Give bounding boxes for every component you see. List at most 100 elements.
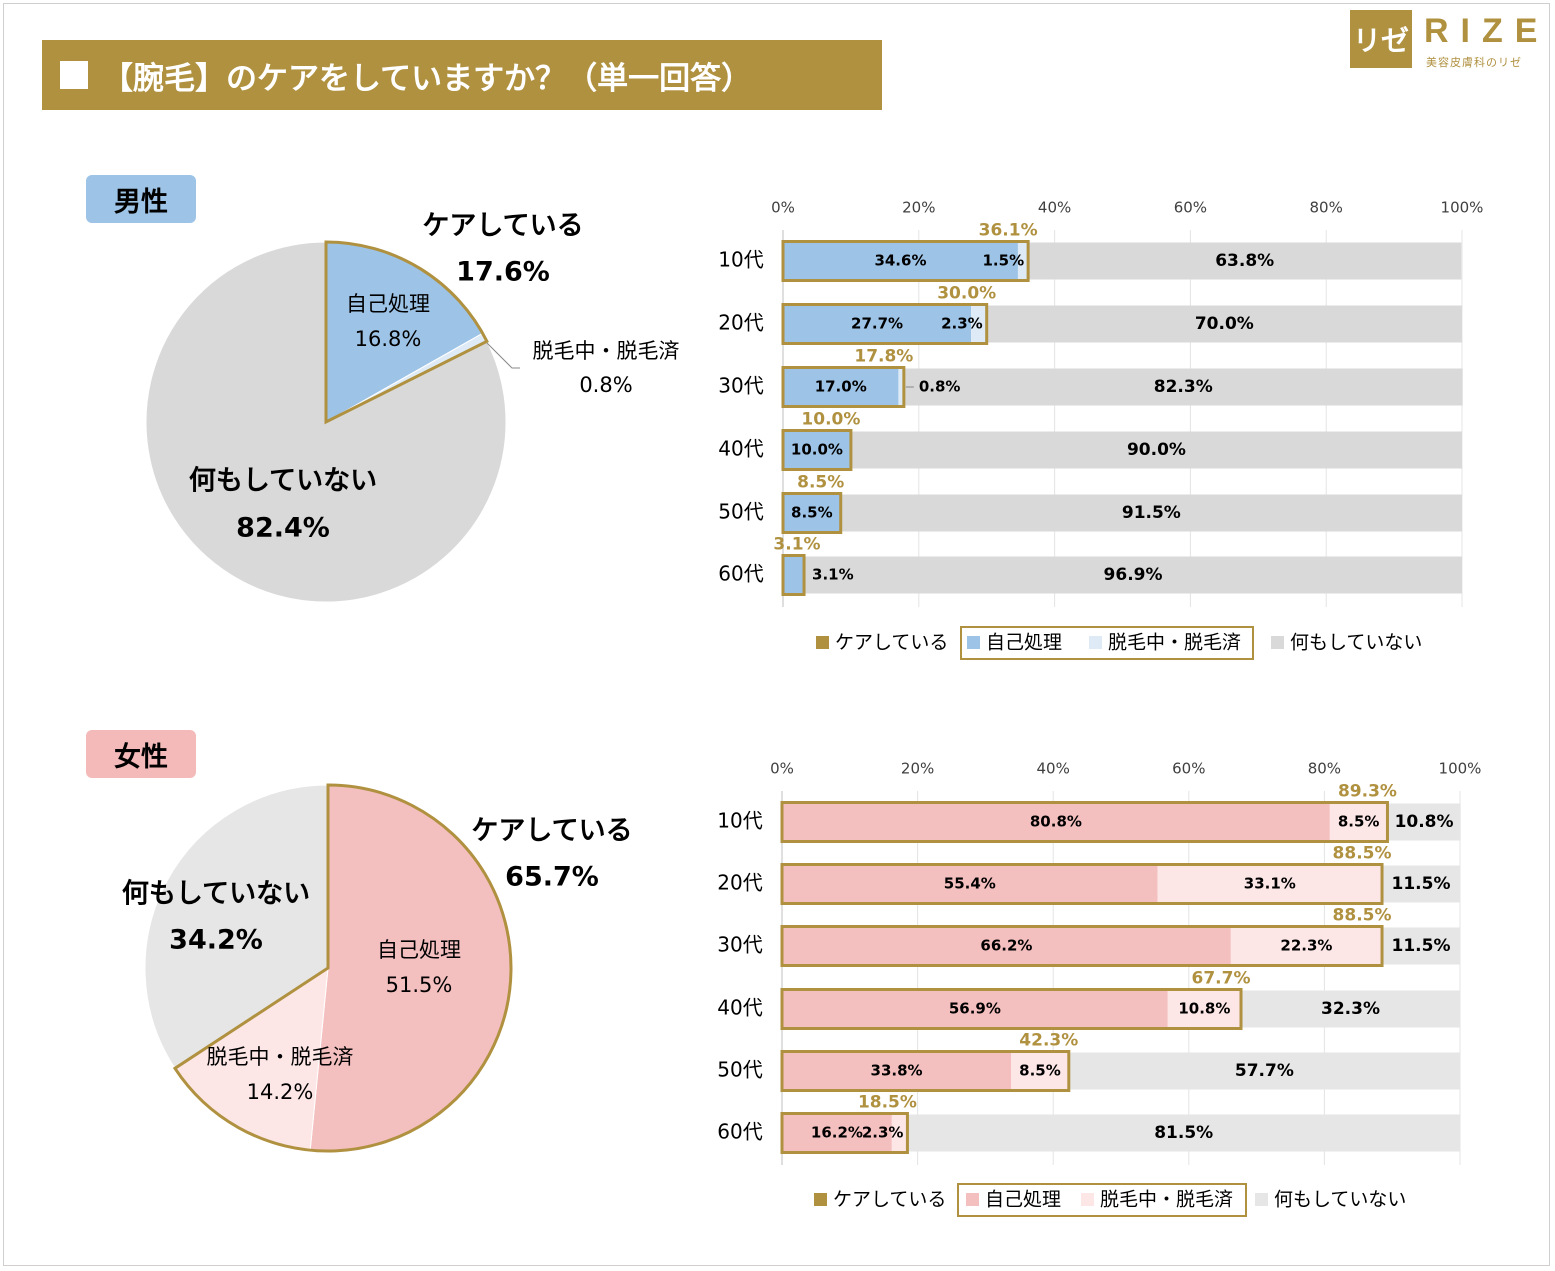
female-bar-care-outline bbox=[780, 925, 1384, 967]
female-bar-value-care: 88.5% bbox=[1333, 844, 1392, 864]
female-bar-bar-self bbox=[782, 1052, 1012, 1090]
female-bar-tick-label: 0% bbox=[770, 760, 794, 778]
male-pie-care-outline bbox=[324, 240, 489, 425]
female-bar-care-outline bbox=[780, 988, 1243, 1030]
male-bar-value-self: 8.5% bbox=[791, 504, 833, 522]
female-bar-tick-label: 60% bbox=[1172, 760, 1205, 778]
female-pie-value-removal: 14.2% bbox=[247, 1080, 314, 1104]
female-bar-legend-swatch bbox=[814, 1193, 827, 1206]
female-bar-category-label: 50代 bbox=[717, 1058, 762, 1082]
female-bar-value-care: 67.7% bbox=[1192, 969, 1251, 989]
male-bar-category-label: 20代 bbox=[718, 311, 763, 335]
male-bar-tick-label: 0% bbox=[771, 199, 795, 217]
male-bar-bar-none bbox=[903, 368, 1463, 406]
male-pie-value-care: 17.6% bbox=[456, 257, 550, 288]
male-bar-legend-label: 自己処理 bbox=[986, 632, 1062, 654]
male-bar-value-self: 17.0% bbox=[815, 378, 867, 396]
male-bar-value-self: 34.6% bbox=[874, 252, 926, 270]
male-bar-value-self: 27.7% bbox=[851, 315, 903, 333]
male-pie-value-removal: 0.8% bbox=[579, 373, 632, 397]
female-bar-bar-self bbox=[782, 803, 1330, 841]
male-bar-care-outline bbox=[781, 366, 906, 408]
female-bar-bar-removal bbox=[1157, 865, 1383, 903]
male-bar-bar-self bbox=[783, 368, 899, 406]
male-bar-bar-self bbox=[783, 305, 972, 343]
female-bar-value-self: 16.2% bbox=[811, 1124, 863, 1142]
male-bar-legend-label: 脱毛中・脱毛済 bbox=[1108, 632, 1241, 654]
female-bar-legend-label: ケアしている bbox=[833, 1189, 946, 1211]
female-bar-legend-swatch bbox=[1255, 1193, 1268, 1206]
male-bar-bar-self bbox=[783, 494, 841, 532]
female-pie-care-outline bbox=[172, 783, 513, 1153]
male-bar-value-none: 82.3% bbox=[1154, 377, 1213, 397]
male-bar-value-none: 96.9% bbox=[1104, 565, 1163, 585]
logo-name: RIZE bbox=[1424, 12, 1550, 50]
female-bar-value-self: 80.8% bbox=[1030, 813, 1082, 831]
male-bar-legend-swatch bbox=[1089, 636, 1102, 649]
male-bar-category-label: 40代 bbox=[718, 437, 763, 461]
brand-logo: リゼ RIZE 美容皮膚科のリゼ bbox=[1350, 10, 1546, 70]
male-bar-value-removal: 2.3% bbox=[941, 315, 983, 333]
female-bar-bar-removal bbox=[1329, 803, 1388, 841]
female-bar-value-self: 55.4% bbox=[944, 875, 996, 893]
male-bar-value-self: 10.0% bbox=[791, 441, 843, 459]
male-bar-legend-label: ケアしている bbox=[835, 632, 948, 654]
female-bar-value-removal: 8.5% bbox=[1338, 813, 1380, 831]
page-frame bbox=[3, 3, 1550, 1266]
male-bar-value-none: 63.8% bbox=[1215, 251, 1274, 271]
female-bar-value-none: 11.5% bbox=[1392, 874, 1451, 894]
female-bar-care-outline bbox=[780, 1112, 909, 1154]
female-bar-tick-label: 80% bbox=[1308, 760, 1341, 778]
square-icon bbox=[60, 61, 88, 89]
female-bar-value-removal: 22.3% bbox=[1280, 937, 1332, 955]
male-bar-bar-removal bbox=[971, 305, 987, 343]
male-bar-legend-swatch bbox=[816, 636, 829, 649]
male-bar-category-label: 30代 bbox=[718, 374, 763, 398]
male-bar-tick-label: 100% bbox=[1441, 199, 1484, 217]
male-bar-bar-none bbox=[804, 556, 1462, 594]
female-bar-bar-self bbox=[782, 1114, 892, 1152]
female-bar-bar-removal bbox=[1011, 1052, 1069, 1090]
female-bar-legend-label: 何もしていない bbox=[1274, 1189, 1406, 1211]
female-bar-value-none: 32.3% bbox=[1321, 999, 1380, 1019]
male-bar-legend-swatch bbox=[1271, 636, 1284, 649]
female-bar-legend-swatch bbox=[966, 1193, 979, 1206]
female-bar-value-removal: 33.1% bbox=[1244, 875, 1296, 893]
male-bar-category-label: 10代 bbox=[718, 248, 763, 272]
female-bar-bar-removal bbox=[1167, 990, 1242, 1028]
female-bar-care-outline bbox=[780, 1050, 1071, 1092]
male-bar-tick-label: 40% bbox=[1038, 199, 1071, 217]
female-bar-bar-removal bbox=[891, 1114, 908, 1152]
female-bar-value-self: 66.2% bbox=[980, 937, 1032, 955]
female-bar-bar-self bbox=[782, 927, 1231, 965]
female-bar-legend-label: 自己処理 bbox=[985, 1189, 1061, 1211]
female-bar-value-none: 11.5% bbox=[1392, 936, 1451, 956]
page-title: 【腕毛】のケアをしていますか？（単一回答） bbox=[42, 40, 882, 110]
male-bar-tick-label: 80% bbox=[1310, 199, 1343, 217]
male-bar-category-label: 60代 bbox=[718, 562, 763, 586]
female-bar-legend-label: 脱毛中・脱毛済 bbox=[1100, 1189, 1233, 1211]
male-bar-care-outline bbox=[781, 240, 1030, 282]
female-bar-value-none: 81.5% bbox=[1154, 1123, 1213, 1143]
female-bar-tick-label: 40% bbox=[1037, 760, 1070, 778]
female-bar-category-label: 60代 bbox=[717, 1120, 762, 1144]
female-pie-value-none: 34.2% bbox=[169, 925, 263, 956]
male-bar-tick-label: 60% bbox=[1174, 199, 1207, 217]
male-bar-value-care: 3.1% bbox=[773, 535, 820, 555]
logo-mark: リゼ bbox=[1350, 10, 1412, 68]
logo-subtitle: 美容皮膚科のリゼ bbox=[1426, 56, 1522, 69]
male-bar-value-care: 10.0% bbox=[801, 410, 860, 430]
male-bar-care-outline bbox=[781, 303, 989, 345]
male-bar-bar-removal bbox=[898, 368, 904, 406]
female-bar-value-self: 56.9% bbox=[949, 1000, 1001, 1018]
female-bar-category-label: 30代 bbox=[717, 933, 762, 957]
male-bar-bar-none bbox=[1028, 242, 1462, 280]
male-pie-label-care: ケアしている bbox=[422, 211, 583, 242]
male-bar-bar-none bbox=[840, 494, 1462, 532]
male-bar-bar-self bbox=[783, 556, 805, 594]
female-bar-value-care: 89.3% bbox=[1338, 782, 1397, 802]
female-bar-bar-self bbox=[782, 990, 1168, 1028]
female-bar-legend-care-box bbox=[957, 1183, 1247, 1217]
male-bar-bar-self bbox=[783, 242, 1018, 280]
female-bar-value-removal: 10.8% bbox=[1178, 1000, 1230, 1018]
